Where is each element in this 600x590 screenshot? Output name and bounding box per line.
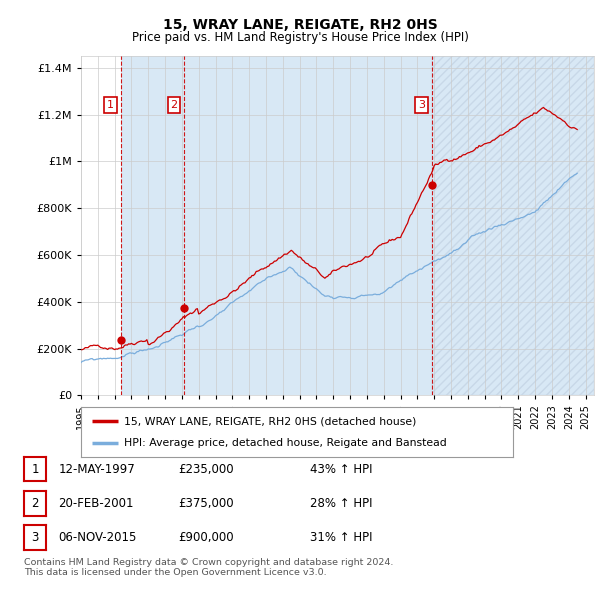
Bar xyxy=(431,56,594,395)
Text: £235,000: £235,000 xyxy=(178,463,234,476)
Text: 2: 2 xyxy=(31,497,39,510)
Text: 2: 2 xyxy=(170,100,178,110)
Text: 28% ↑ HPI: 28% ↑ HPI xyxy=(310,497,373,510)
Text: HPI: Average price, detached house, Reigate and Banstead: HPI: Average price, detached house, Reig… xyxy=(124,438,447,448)
Text: Contains HM Land Registry data © Crown copyright and database right 2024.
This d: Contains HM Land Registry data © Crown c… xyxy=(24,558,394,577)
Text: Price paid vs. HM Land Registry's House Price Index (HPI): Price paid vs. HM Land Registry's House … xyxy=(131,31,469,44)
Text: £375,000: £375,000 xyxy=(178,497,234,510)
Text: 3: 3 xyxy=(31,531,39,544)
Text: 1: 1 xyxy=(31,463,39,476)
Text: 20-FEB-2001: 20-FEB-2001 xyxy=(58,497,134,510)
Text: 15, WRAY LANE, REIGATE, RH2 0HS: 15, WRAY LANE, REIGATE, RH2 0HS xyxy=(163,18,437,32)
Text: 06-NOV-2015: 06-NOV-2015 xyxy=(58,531,137,544)
Text: 3: 3 xyxy=(418,100,425,110)
Text: 15, WRAY LANE, REIGATE, RH2 0HS (detached house): 15, WRAY LANE, REIGATE, RH2 0HS (detache… xyxy=(124,416,416,426)
Text: 12-MAY-1997: 12-MAY-1997 xyxy=(58,463,135,476)
Bar xyxy=(121,56,184,395)
Text: 31% ↑ HPI: 31% ↑ HPI xyxy=(310,531,373,544)
Bar xyxy=(184,56,431,395)
Text: 43% ↑ HPI: 43% ↑ HPI xyxy=(310,463,373,476)
Text: 1: 1 xyxy=(107,100,114,110)
Text: £900,000: £900,000 xyxy=(178,531,234,544)
